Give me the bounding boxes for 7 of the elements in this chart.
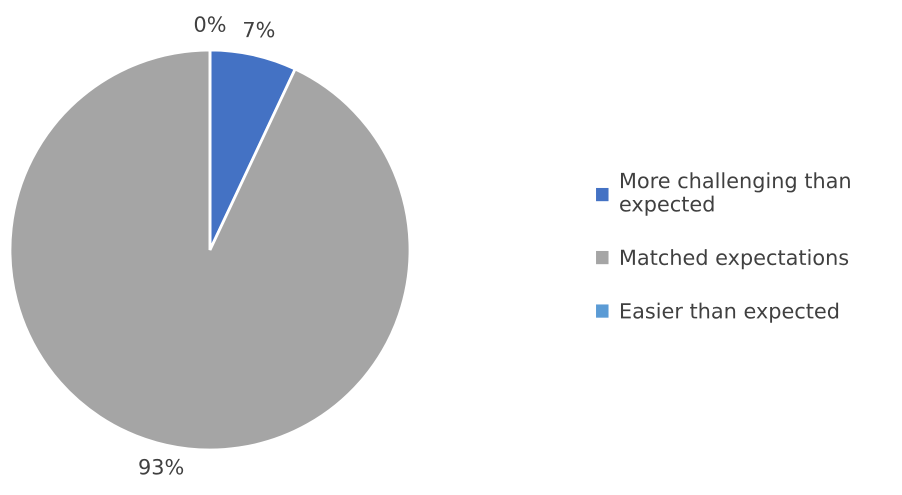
pie-slice [8,48,412,452]
legend-label: More challenging than expected [620,172,850,216]
legend-label: Matched expectations [620,249,848,270]
data-label: 93% [139,458,184,475]
legend-label: Easier than expected [620,302,838,323]
data-label: 7% [244,22,274,38]
text: 0% [194,16,226,32]
